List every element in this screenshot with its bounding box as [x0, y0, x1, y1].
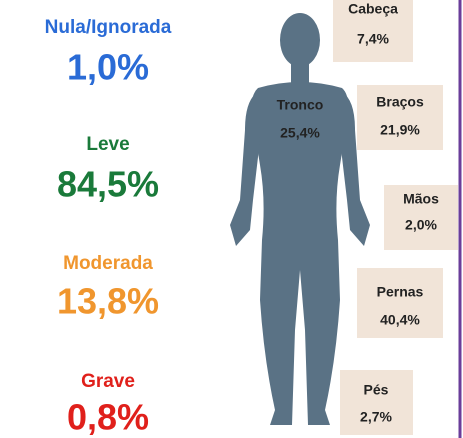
page: {"severity": [ {"label": "Nula/Ignorada"…	[0, 0, 463, 438]
infographic: Nula/Ignorada 1,0% Leve 84,5% Moderada 13,8% G…	[0, 0, 463, 438]
body-part-label: Cabeça	[348, 1, 398, 17]
body-part-label: Braços	[376, 94, 424, 110]
body-part-value: 2,0%	[405, 217, 437, 233]
body-part-value: 25,4%	[280, 125, 320, 141]
body-part-value: 7,4%	[357, 31, 389, 47]
body-part-label: Tronco	[277, 97, 324, 113]
body-part-value: 21,9%	[380, 122, 420, 138]
body-silhouette	[230, 13, 370, 425]
severity-value: 84,5%	[57, 164, 159, 205]
severity-value: 1,0%	[67, 47, 149, 88]
severity-label: Leve	[86, 134, 129, 155]
severity-label: Moderada	[63, 253, 153, 274]
body-part-value: 40,4%	[380, 312, 420, 328]
severity-label: Grave	[81, 371, 135, 392]
body-part-label: Pés	[364, 382, 389, 398]
body-part-value: 2,7%	[360, 409, 392, 425]
severity-value: 13,8%	[57, 281, 159, 322]
body-part-label: Pernas	[377, 284, 424, 300]
severity-value: 0,8%	[67, 397, 149, 438]
severity-label: Nula/Ignorada	[45, 17, 172, 38]
body-part-label: Mãos	[403, 191, 439, 207]
